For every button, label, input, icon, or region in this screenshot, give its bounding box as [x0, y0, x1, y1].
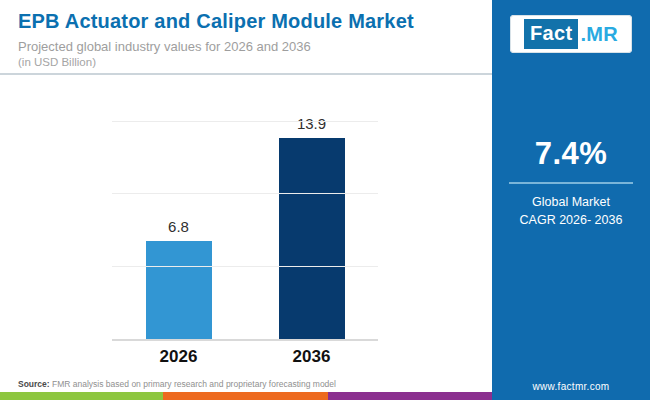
gridline-15	[112, 121, 378, 122]
header: EPB Actuator and Caliper Module Market P…	[0, 0, 492, 75]
x-axis-label-2026: 2026	[139, 347, 219, 367]
plot-area: 6.8 13.9	[112, 122, 378, 341]
x-axis-label-2036: 2036	[272, 347, 352, 367]
sidebar: Fact .MR 7.4% Global Market CAGR 2026- 2…	[492, 0, 650, 400]
footer-color-strip	[0, 392, 492, 400]
strip-segment-3	[328, 392, 492, 400]
source-text: FMR analysis based on primary research a…	[52, 379, 336, 389]
website-url: www.factmr.com	[492, 381, 650, 392]
gridline-10	[112, 193, 378, 194]
bar-value-label-2036: 13.9	[297, 115, 326, 132]
bar-group-2036: 13.9	[279, 122, 345, 339]
bar-group-2026: 6.8	[146, 122, 212, 339]
x-axis-labels: 2026 2036	[112, 347, 378, 367]
bars-row: 6.8 13.9	[112, 122, 378, 339]
unit-note: (in USD Billion)	[18, 56, 492, 68]
cagr-value: 7.4%	[492, 136, 650, 172]
gridline-5	[112, 266, 378, 267]
source-label: Source:	[18, 379, 50, 389]
cagr-block: 7.4% Global Market CAGR 2026- 2036	[492, 136, 650, 229]
logo-fact-text: Fact	[524, 19, 578, 49]
bar-value-label-2026: 6.8	[168, 218, 189, 235]
factmr-logo: Fact .MR	[510, 15, 632, 53]
source-note: Source: FMR analysis based on primary re…	[18, 379, 336, 389]
bar-2036	[279, 138, 345, 339]
strip-segment-2	[163, 392, 328, 400]
cagr-label-line1: Global Market	[492, 193, 650, 211]
logo-mr-text: .MR	[578, 23, 618, 46]
cagr-label-line2: CAGR 2026- 2036	[492, 211, 650, 229]
page-title: EPB Actuator and Caliper Module Market	[18, 10, 492, 33]
infographic: EPB Actuator and Caliper Module Market P…	[0, 0, 650, 400]
cagr-divider	[509, 182, 633, 184]
bar-2026	[146, 241, 212, 339]
strip-segment-1	[0, 392, 163, 400]
chart-subtitle: Projected global industry values for 202…	[18, 39, 492, 54]
chart-panel: EPB Actuator and Caliper Module Market P…	[0, 0, 492, 400]
